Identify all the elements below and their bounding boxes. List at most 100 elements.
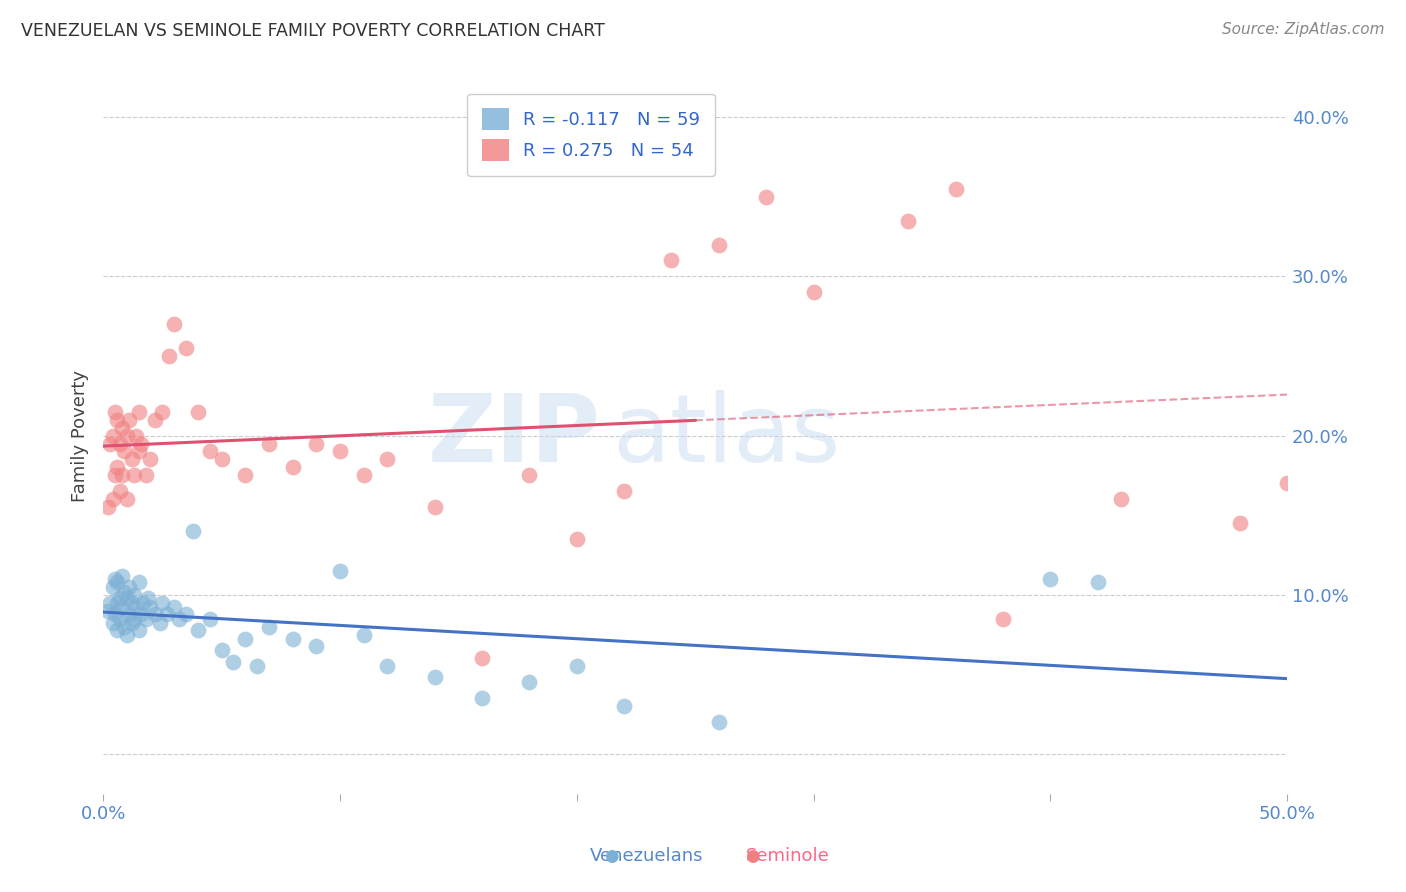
Point	[143, 607, 166, 621]
Point	[257, 436, 280, 450]
Point	[114, 619, 136, 633]
Point	[423, 500, 446, 515]
Point	[471, 651, 494, 665]
Point	[97, 604, 120, 618]
Point	[163, 600, 186, 615]
Point	[111, 600, 134, 615]
Point	[114, 444, 136, 458]
Point	[129, 436, 152, 450]
Point	[136, 591, 159, 605]
Point	[118, 580, 141, 594]
Point	[156, 607, 179, 621]
Point	[139, 600, 162, 615]
Point	[423, 671, 446, 685]
Point	[661, 253, 683, 268]
Point	[1039, 572, 1062, 586]
Point	[1087, 574, 1109, 589]
Point	[118, 412, 141, 426]
Point	[329, 444, 352, 458]
Point	[707, 714, 730, 729]
Point	[150, 596, 173, 610]
Point	[517, 468, 540, 483]
Point	[129, 607, 152, 621]
Point	[517, 675, 540, 690]
Point	[105, 412, 128, 426]
Point	[122, 468, 145, 483]
Point	[97, 500, 120, 515]
Point	[1111, 492, 1133, 507]
Point	[471, 691, 494, 706]
Point	[1229, 516, 1251, 530]
Point	[565, 659, 588, 673]
Point	[150, 405, 173, 419]
Text: ●: ●	[605, 847, 619, 865]
Point	[174, 607, 197, 621]
Point	[108, 611, 131, 625]
Point	[101, 492, 124, 507]
Point	[115, 591, 138, 605]
Point	[163, 317, 186, 331]
Point	[111, 568, 134, 582]
Point	[122, 611, 145, 625]
Point	[1275, 476, 1298, 491]
Point	[707, 237, 730, 252]
Text: VENEZUELAN VS SEMINOLE FAMILY POVERTY CORRELATION CHART: VENEZUELAN VS SEMINOLE FAMILY POVERTY CO…	[21, 22, 605, 40]
Point	[187, 623, 209, 637]
Point	[897, 213, 920, 227]
Point	[613, 484, 636, 499]
Point	[755, 190, 778, 204]
Point	[128, 405, 150, 419]
Text: ●: ●	[745, 847, 759, 865]
Point	[111, 468, 134, 483]
Point	[105, 460, 128, 475]
Point	[174, 341, 197, 355]
Point	[101, 580, 124, 594]
Point	[222, 655, 245, 669]
Point	[115, 492, 138, 507]
Point	[353, 627, 375, 641]
Point	[98, 596, 121, 610]
Point	[128, 623, 150, 637]
Point	[143, 412, 166, 426]
Point	[375, 659, 398, 673]
Point	[121, 452, 143, 467]
Y-axis label: Family Poverty: Family Poverty	[72, 369, 89, 501]
Point	[105, 623, 128, 637]
Point	[118, 607, 141, 621]
Point	[945, 182, 967, 196]
Point	[121, 596, 143, 610]
Point	[122, 588, 145, 602]
Point	[104, 607, 127, 621]
Point	[132, 596, 155, 610]
Point	[246, 659, 269, 673]
Point	[108, 484, 131, 499]
Legend: R = -0.117   N = 59, R = 0.275   N = 54: R = -0.117 N = 59, R = 0.275 N = 54	[467, 94, 714, 176]
Point	[135, 611, 157, 625]
Text: Venezuelans: Venezuelans	[591, 847, 703, 865]
Point	[104, 572, 127, 586]
Point	[233, 468, 256, 483]
Point	[115, 428, 138, 442]
Point	[305, 436, 328, 450]
Point	[181, 524, 204, 538]
Point	[121, 616, 143, 631]
Point	[233, 632, 256, 647]
Point	[125, 428, 148, 442]
Point	[305, 639, 328, 653]
Point	[149, 616, 172, 631]
Point	[167, 611, 190, 625]
Point	[281, 460, 304, 475]
Point	[128, 444, 150, 458]
Point	[329, 564, 352, 578]
Point	[139, 452, 162, 467]
Text: Source: ZipAtlas.com: Source: ZipAtlas.com	[1222, 22, 1385, 37]
Point	[114, 584, 136, 599]
Point	[803, 285, 825, 300]
Point	[211, 452, 233, 467]
Point	[104, 405, 127, 419]
Point	[111, 420, 134, 434]
Text: atlas: atlas	[612, 390, 841, 482]
Point	[104, 468, 127, 483]
Point	[281, 632, 304, 647]
Point	[198, 444, 221, 458]
